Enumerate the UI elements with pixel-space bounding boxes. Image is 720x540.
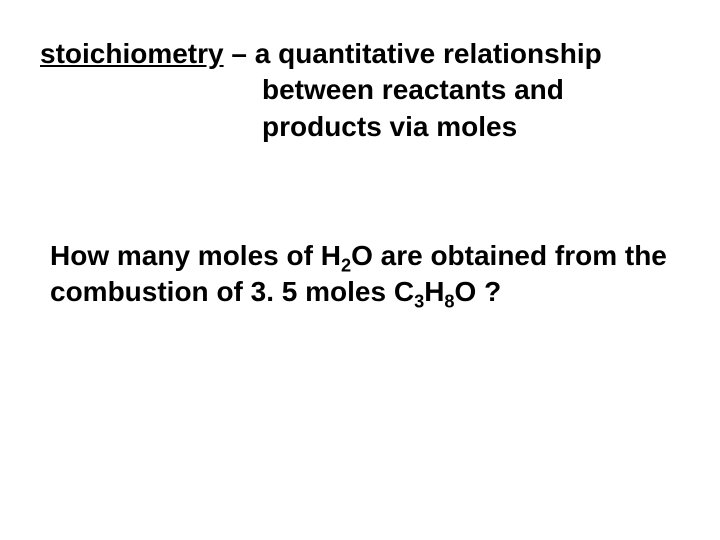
- definition-line2: between reactants and: [40, 72, 680, 108]
- question-part4: O ?: [455, 276, 502, 307]
- subscript-h8: 8: [444, 292, 454, 312]
- question-part3: H: [424, 276, 444, 307]
- subscript-h2o: 2: [341, 256, 351, 276]
- subscript-c3: 3: [414, 292, 424, 312]
- definition-line3: products via moles: [40, 109, 680, 145]
- question-part1: How many moles of H: [50, 240, 341, 271]
- question-block: How many moles of H2O are obtained from …: [50, 238, 670, 311]
- term-word: stoichiometry: [40, 38, 224, 69]
- term-separator: –: [224, 38, 255, 69]
- slide: stoichiometry – a quantitative relations…: [0, 0, 720, 540]
- definition-block: stoichiometry – a quantitative relations…: [40, 36, 680, 145]
- definition-line1: a quantitative relationship: [255, 38, 602, 69]
